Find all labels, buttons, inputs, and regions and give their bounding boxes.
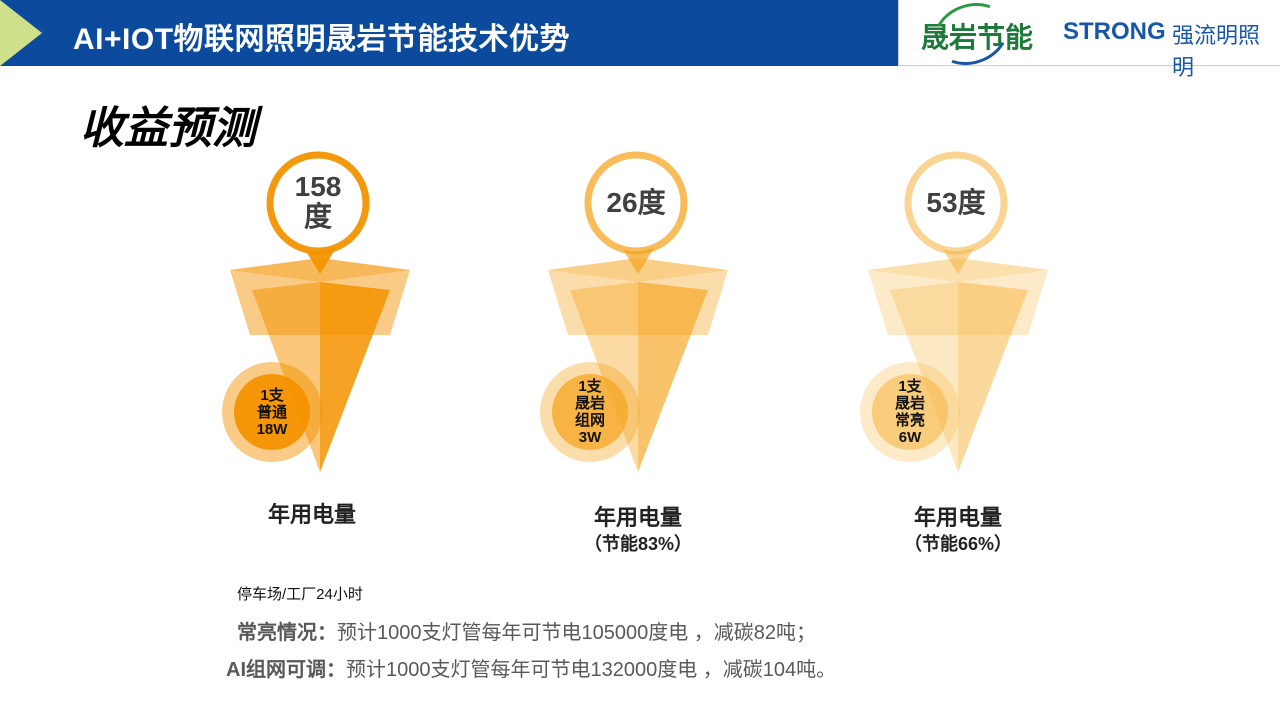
pin-circle	[266, 151, 370, 255]
annual-kwh-value: 26度	[606, 187, 666, 218]
summary-text: 预计1000支灯管每年可节电105000度电 ，减碳82吨；	[337, 622, 817, 644]
funnel-cone-right	[958, 282, 1028, 472]
annual-kwh-value: 53度	[926, 187, 986, 218]
summary-label: AI组网可调：	[226, 659, 346, 681]
header-bar: AI+IOT物联网照明晟岩节能技术优势	[0, 0, 898, 66]
funnel-graphic	[222, 151, 410, 472]
caption-annual-usage: 年用电量	[913, 505, 1002, 530]
funnel-graphic	[540, 151, 728, 472]
saving-percent: （节能66%）	[903, 534, 1013, 554]
logo-brand-en: STRONG	[1063, 18, 1166, 45]
lamp-circle-inner	[234, 374, 310, 450]
lamp-spec: 1支 普通 18W	[256, 386, 288, 438]
lamp-circle-inner	[552, 374, 628, 450]
logo-brand-cn: 晟岩节能	[921, 0, 1033, 76]
section-title: 收益预测	[80, 104, 256, 153]
caption-annual-usage: 年用电量	[593, 505, 682, 530]
lamp-spec: 1支 晟岩 组网 3W	[574, 378, 605, 446]
lamp-circle-inner	[872, 374, 948, 450]
summary-line-always-on: 常亮情况：预计1000支灯管每年可节电105000度电 ，减碳82吨；	[237, 616, 816, 645]
funnel-graphic	[860, 151, 1048, 472]
funnel-cone-right	[320, 282, 390, 472]
chevron-decoration	[0, 0, 42, 66]
pin-circle	[584, 151, 688, 255]
company-logo: 晟岩节能 STRONG 强流明照明	[898, 0, 1280, 80]
summary-line-ai: AI组网可调：预计1000支灯管每年可节电132000度电 ，减碳104吨。	[226, 653, 836, 682]
summary-text: 预计1000支灯管每年可节电132000度电 ，减碳104吨。	[346, 659, 837, 681]
scenario-note: 停车场/工厂24小时	[237, 586, 363, 603]
logo-tagline: 强流明照明	[1172, 23, 1261, 80]
pin-circle	[904, 151, 1008, 255]
caption-annual-usage: 年用电量	[267, 502, 356, 527]
funnel-cone-right	[638, 282, 708, 472]
logo-ring-icon	[925, 0, 1017, 76]
saving-percent: （节能83%）	[583, 534, 693, 554]
summary-label: 常亮情况：	[237, 622, 337, 644]
page-title: AI+IOT物联网照明晟岩节能技术优势	[73, 23, 571, 56]
annual-kwh-value: 158 度	[294, 171, 342, 232]
lamp-spec: 1支 晟岩 常亮 6W	[894, 378, 925, 446]
